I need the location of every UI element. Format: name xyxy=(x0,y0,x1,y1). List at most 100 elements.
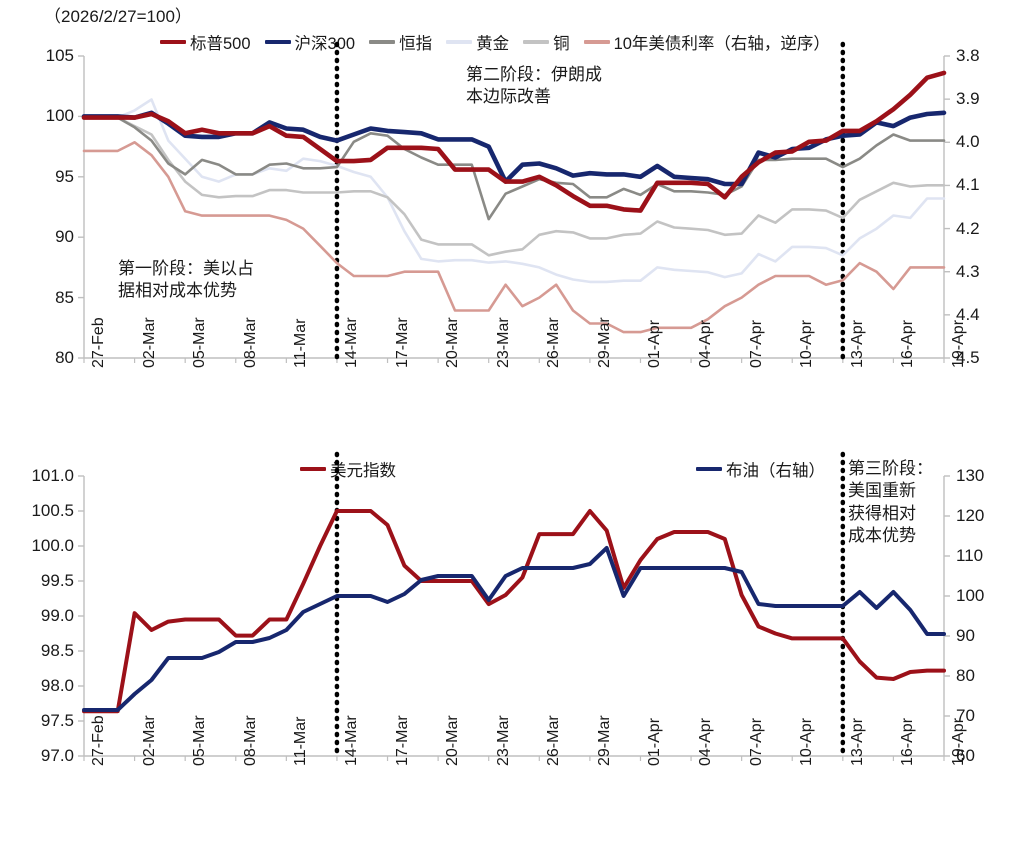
top-x-tick: 26-Mar xyxy=(545,317,563,368)
bottom-y-right-tick: 110 xyxy=(956,546,984,565)
legend-item-gold: 黄金 xyxy=(446,30,509,54)
legend-swatch-dxy-icon xyxy=(300,467,326,471)
bottom-x-tick: 19-Apr xyxy=(950,717,967,766)
bottom-x-tick: 16-Apr xyxy=(899,717,917,766)
top-x-tick: 29-Mar xyxy=(595,317,613,368)
top-x-tick: 02-Mar xyxy=(140,317,158,368)
phase-one-annotation: 第一阶段：美以占 据相对成本优势 xyxy=(118,259,254,301)
legend-label-sp500: 标普500 xyxy=(190,35,251,53)
top-y-right-tick: 4.4 xyxy=(956,304,980,324)
bottom-y-right-tick: 60 xyxy=(956,746,975,765)
top-chart-panel: 80 85 90 95 100 105 4.5 4.4 4.3 4.2 4.1 4.0 3.9 3.8 27… xyxy=(45,41,980,369)
legend-item-brent: 布油（右轴） xyxy=(696,457,825,481)
legend-swatch-brent-icon xyxy=(696,467,722,471)
top-x-tick: 05-Mar xyxy=(191,317,209,368)
top-x-tick: 10-Apr xyxy=(798,319,816,368)
top-y-left-tick: 105 xyxy=(45,46,74,65)
legend-label-ust10y: 10年美债利率（右轴，逆序） xyxy=(613,35,830,53)
top-y-right-tick: 4.5 xyxy=(956,348,980,367)
top-chart-plot xyxy=(78,41,950,363)
bottom-y-left-tick: 97.0 xyxy=(40,746,74,765)
bottom-x-tick: 02-Mar xyxy=(140,715,158,766)
top-y-left-tick: 85 xyxy=(55,287,74,307)
top-x-tick: 27-Feb xyxy=(90,317,107,368)
legend-swatch-copper-icon xyxy=(523,40,550,44)
bottom-chart-legend: 美元指数 布油（右轴） xyxy=(300,457,839,481)
legend-item-csi300: 沪深300 xyxy=(264,30,356,54)
index-base-note: （2026/2/27=100） xyxy=(44,7,192,26)
bottom-x-tick: 04-Apr xyxy=(697,717,715,766)
legend-swatch-csi300-icon xyxy=(264,40,291,44)
top-x-tick: 23-Mar xyxy=(494,317,512,368)
bottom-chart-plot xyxy=(78,451,950,761)
top-x-tick: 17-Mar xyxy=(393,317,411,368)
top-x-tick: 08-Mar xyxy=(241,317,259,368)
bottom-y-left-tick: 99.5 xyxy=(40,571,74,590)
bottom-x-tick: 05-Mar xyxy=(191,715,209,766)
bottom-x-tick: 29-Mar xyxy=(595,715,613,766)
top-y-right-tick: 3.9 xyxy=(956,89,980,109)
top-y-right-tick: 4.2 xyxy=(956,218,980,238)
bottom-x-tick: 08-Mar xyxy=(241,715,259,766)
top-x-tick: 07-Apr xyxy=(747,319,765,368)
bottom-x-tick: 27-Feb xyxy=(90,715,107,766)
top-x-tick: 20-Mar xyxy=(444,317,462,368)
bottom-y-right-tick: 70 xyxy=(956,706,975,725)
bottom-y-left-tick: 99.0 xyxy=(40,606,74,625)
legend-swatch-gold-icon xyxy=(446,40,473,44)
bottom-y-left-tick: 98.5 xyxy=(40,641,74,660)
legend-swatch-ust10y-icon xyxy=(583,40,610,44)
legend-label-csi300: 沪深300 xyxy=(294,35,356,53)
top-y-left-tick: 90 xyxy=(55,227,74,247)
bottom-y-left-tick: 100.5 xyxy=(31,501,74,520)
top-y-right-tick: 3.8 xyxy=(956,46,980,65)
bottom-y-left-tick: 98.0 xyxy=(40,676,74,695)
top-x-tick: 11-Mar xyxy=(292,318,310,369)
top-x-tick: 13-Apr xyxy=(848,319,866,368)
top-x-tick: 04-Apr xyxy=(697,319,715,368)
legend-item-ust10y: 10年美债利率（右轴，逆序） xyxy=(583,30,830,54)
bottom-x-tick: 01-Apr xyxy=(646,717,664,766)
bottom-y-right-tick: 80 xyxy=(956,666,975,685)
top-x-tick: 19-Apr xyxy=(950,319,967,368)
bottom-x-tick: 07-Apr xyxy=(747,717,765,766)
bottom-x-tick: 23-Mar xyxy=(494,715,512,766)
bottom-x-tick: 10-Apr xyxy=(798,717,816,766)
bottom-x-tick: 13-Apr xyxy=(848,717,866,766)
top-chart-legend: 标普500 沪深300 恒指 黄金 铜 10年美债利率（右轴，逆序） xyxy=(160,30,844,54)
bottom-x-tick: 11-Mar xyxy=(292,716,310,767)
legend-item-dxy: 美元指数 xyxy=(300,457,396,481)
legend-item-hsi: 恒指 xyxy=(369,30,432,54)
top-x-tick: 14-Mar xyxy=(342,317,360,368)
bottom-chart-panel: 97.0 97.5 98.0 98.5 99.0 99.5 100.0 100.5 101.0 6… xyxy=(0,440,1024,843)
legend-item-copper: 铜 xyxy=(523,30,570,54)
top-x-tick: 16-Apr xyxy=(899,319,917,368)
bottom-y-right-tick: 120 xyxy=(956,506,985,525)
legend-item-sp500: 标普500 xyxy=(160,30,251,54)
legend-swatch-hsi-icon xyxy=(369,40,396,44)
top-y-left-tick: 100 xyxy=(45,106,74,126)
phase-two-annotation: 第二阶段：伊朗成 本边际改善 xyxy=(466,65,602,107)
bottom-x-tick: 26-Mar xyxy=(545,715,563,766)
bottom-x-tick: 20-Mar xyxy=(444,715,462,766)
bottom-y-left-tick: 100.0 xyxy=(31,536,74,555)
top-y-right-tick: 4.0 xyxy=(956,132,980,152)
legend-swatch-sp500-icon xyxy=(160,40,186,44)
legend-label-gold: 黄金 xyxy=(476,35,510,53)
top-y-left-tick: 95 xyxy=(55,166,74,186)
legend-label-copper: 铜 xyxy=(553,35,570,53)
bottom-x-tick: 14-Mar xyxy=(342,715,360,766)
bottom-y-left-tick: 97.5 xyxy=(40,711,74,730)
top-y-right-tick: 4.3 xyxy=(956,261,980,281)
legend-label-hsi: 恒指 xyxy=(399,35,433,53)
bottom-y-right-tick: 100 xyxy=(956,586,985,605)
bottom-y-right-tick: 90 xyxy=(956,626,975,645)
legend-label-brent: 布油（右轴） xyxy=(726,462,825,480)
bottom-y-right-tick: 130 xyxy=(956,466,985,485)
top-y-right-tick: 4.1 xyxy=(956,175,980,195)
bottom-y-left-tick: 101.0 xyxy=(31,466,74,485)
top-y-left-tick: 80 xyxy=(55,348,74,367)
legend-label-dxy: 美元指数 xyxy=(330,462,396,480)
bottom-x-tick: 17-Mar xyxy=(393,715,411,766)
